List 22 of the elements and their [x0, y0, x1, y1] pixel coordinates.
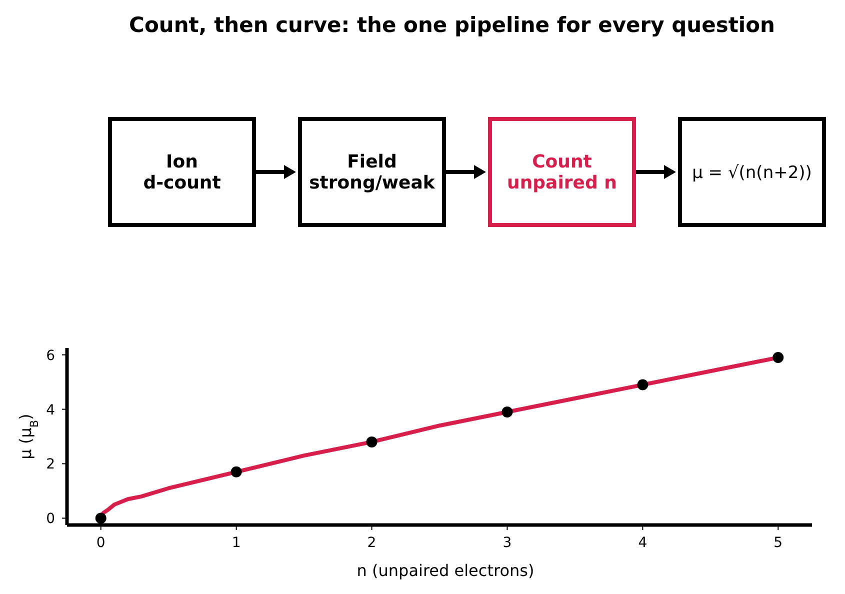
category-label: Field strong/weak: [309, 152, 436, 194]
y-tick-label: 0: [46, 511, 55, 528]
category-label: μ = √(n(n+2)): [692, 163, 812, 183]
x-tick-label: 3: [502, 535, 512, 551]
point: [230, 466, 242, 478]
point: [366, 436, 378, 448]
point: [95, 512, 106, 524]
y-tick-label: 4: [46, 402, 56, 418]
category-label: Count unpaired n: [507, 152, 617, 194]
text: Count, then curve: the one pipeline for every question: [129, 13, 775, 37]
point: [502, 406, 513, 418]
y-tick-label: 6: [46, 348, 56, 364]
x-tick-label: 2: [367, 535, 376, 551]
point: [772, 352, 784, 364]
x-tick-label: 0: [96, 535, 106, 551]
x-axis-title: n (unpaired electrons): [356, 561, 534, 580]
x-tick-label: 5: [774, 535, 783, 551]
y-tick-label: 2: [46, 456, 55, 473]
x-tick-label: 4: [638, 535, 648, 551]
x-tick-label: 1: [232, 535, 241, 551]
point: [637, 379, 648, 390]
category-label: Ion d-count: [143, 152, 222, 194]
